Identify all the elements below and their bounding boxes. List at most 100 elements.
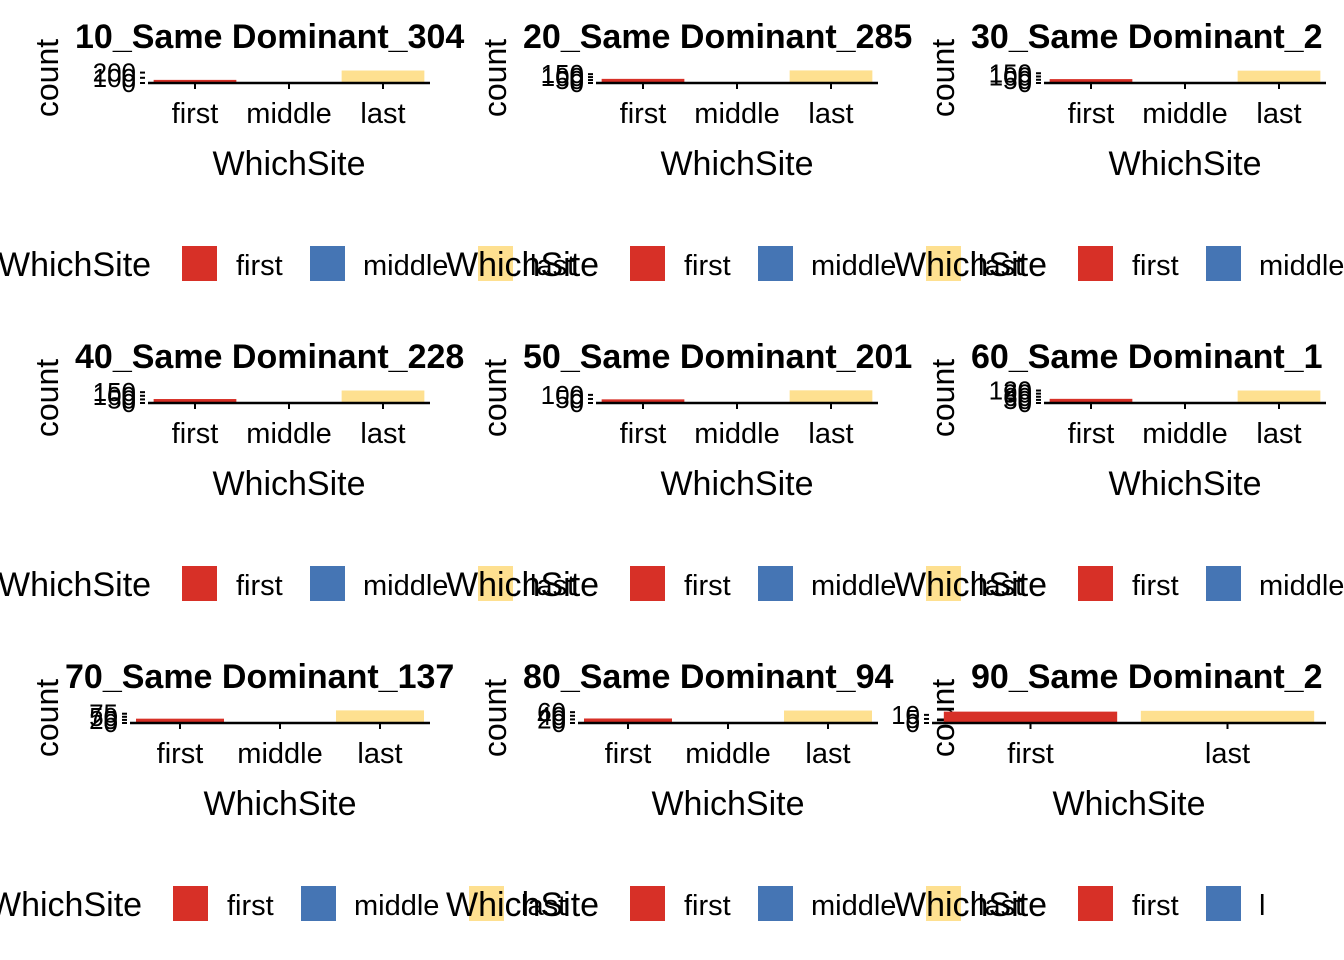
legend-title: WhichSite (894, 246, 1047, 284)
y-tick-label: 150 (541, 59, 584, 89)
legend-swatch-first (630, 246, 665, 281)
panel-title: 40_Same Dominant_228 (75, 338, 464, 376)
y-axis-label: count (29, 359, 65, 437)
y-tick-label: 25 (89, 705, 118, 735)
y-tick-label: 0 (906, 708, 920, 738)
y-tick-label: 30 (1003, 385, 1032, 415)
x-tick-label: last (808, 418, 853, 450)
legend-label-middle: middle (1259, 250, 1344, 282)
x-tick-label: last (805, 738, 850, 770)
panel-title: 70_Same Dominant_137 (65, 658, 454, 696)
bar-first (601, 399, 685, 403)
bar-last (341, 70, 425, 83)
panel-title: 20_Same Dominant_285 (523, 18, 912, 56)
x-tick-label: middle (1142, 98, 1227, 130)
y-axis-label: count (29, 39, 65, 117)
x-axis-label: WhichSite (651, 785, 804, 823)
y-tick-label: 200 (93, 58, 136, 88)
x-tick-label: last (357, 738, 402, 770)
bar-first (601, 78, 685, 83)
x-axis-label: WhichSite (660, 465, 813, 503)
legend-label-middle: middle (1259, 570, 1344, 602)
legend-title: WhichSite (0, 246, 151, 284)
y-tick-label: 50 (555, 65, 584, 95)
bar-last (1237, 390, 1321, 403)
y-tick-label: 100 (541, 380, 584, 410)
legend-label-first: first (1132, 250, 1179, 282)
y-tick-label: 75 (89, 699, 118, 729)
x-tick-label: first (620, 418, 667, 450)
x-tick-label: first (172, 98, 219, 130)
y-tick-label: 40 (537, 701, 566, 731)
x-tick-label: middle (1142, 418, 1227, 450)
legend-label-first: first (684, 890, 731, 922)
legend-swatch-middle (310, 246, 345, 281)
y-tick-label: 60 (537, 697, 566, 727)
x-tick-label: last (360, 98, 405, 130)
legend-label-last: last (978, 250, 1023, 282)
x-axis-label: WhichSite (660, 145, 813, 183)
bar-last (789, 70, 873, 83)
legend-swatch-last (926, 566, 961, 601)
x-tick-label: last (1205, 738, 1250, 770)
x-axis-label: WhichSite (212, 465, 365, 503)
y-tick-label: 100 (989, 62, 1032, 92)
panel-title: 50_Same Dominant_201 (523, 338, 912, 376)
legend-label-middle: middle (811, 570, 896, 602)
legend-swatch-last (469, 886, 504, 921)
x-tick-label: last (360, 418, 405, 450)
legend-swatch-l (1206, 886, 1241, 921)
y-tick-label: 0 (122, 388, 136, 418)
x-axis-label: WhichSite (212, 145, 365, 183)
legend-label-first: first (684, 250, 731, 282)
legend-title: WhichSite (0, 566, 151, 604)
y-tick-label: 0 (552, 708, 566, 738)
x-tick-label: middle (685, 738, 770, 770)
legend-swatch-last (478, 246, 513, 281)
y-tick-label: 60 (1003, 382, 1032, 412)
y-axis-label: count (925, 359, 961, 437)
y-tick-label: 150 (989, 58, 1032, 88)
legend-title: WhichSite (446, 566, 599, 604)
legend-title: WhichSite (894, 886, 1047, 924)
x-tick-label: first (157, 738, 204, 770)
legend-label-last: last (978, 570, 1023, 602)
y-tick-label: 150 (93, 377, 136, 407)
bar-last (789, 390, 873, 403)
x-tick-label: first (605, 738, 652, 770)
legend-label-last: last (978, 890, 1023, 922)
legend-swatch-first (1078, 566, 1113, 601)
legend-swatch-first (1078, 246, 1113, 281)
bar-first (153, 79, 237, 83)
y-tick-label: 10 (891, 700, 920, 730)
panel-title: 30_Same Dominant_2 (971, 18, 1323, 56)
legend-swatch-first (1078, 886, 1113, 921)
panel-title: 10_Same Dominant_304 (75, 18, 464, 56)
y-tick-label: 100 (93, 63, 136, 93)
legend-label-middle: middle (811, 250, 896, 282)
legend-swatch-middle (758, 886, 793, 921)
legend-title: WhichSite (446, 246, 599, 284)
y-tick-label: 50 (1003, 65, 1032, 95)
legend-label-middle: middle (363, 570, 448, 602)
legend-swatch-first (182, 246, 217, 281)
y-tick-label: 0 (122, 68, 136, 98)
legend-label-first: first (236, 570, 283, 602)
legend-swatch-middle (758, 566, 793, 601)
bar-first (1049, 398, 1133, 403)
legend-swatch-first (182, 566, 217, 601)
y-axis-label: count (477, 359, 513, 437)
x-tick-label: first (1068, 98, 1115, 130)
bar-first (943, 711, 1118, 723)
legend-swatch-first (630, 566, 665, 601)
y-tick-label: 5 (906, 704, 920, 734)
legend-label-l: l (1259, 890, 1265, 922)
y-tick-label: 0 (1018, 388, 1032, 418)
panel-title: 90_Same Dominant_2 (971, 658, 1323, 696)
y-tick-label: 0 (1018, 68, 1032, 98)
